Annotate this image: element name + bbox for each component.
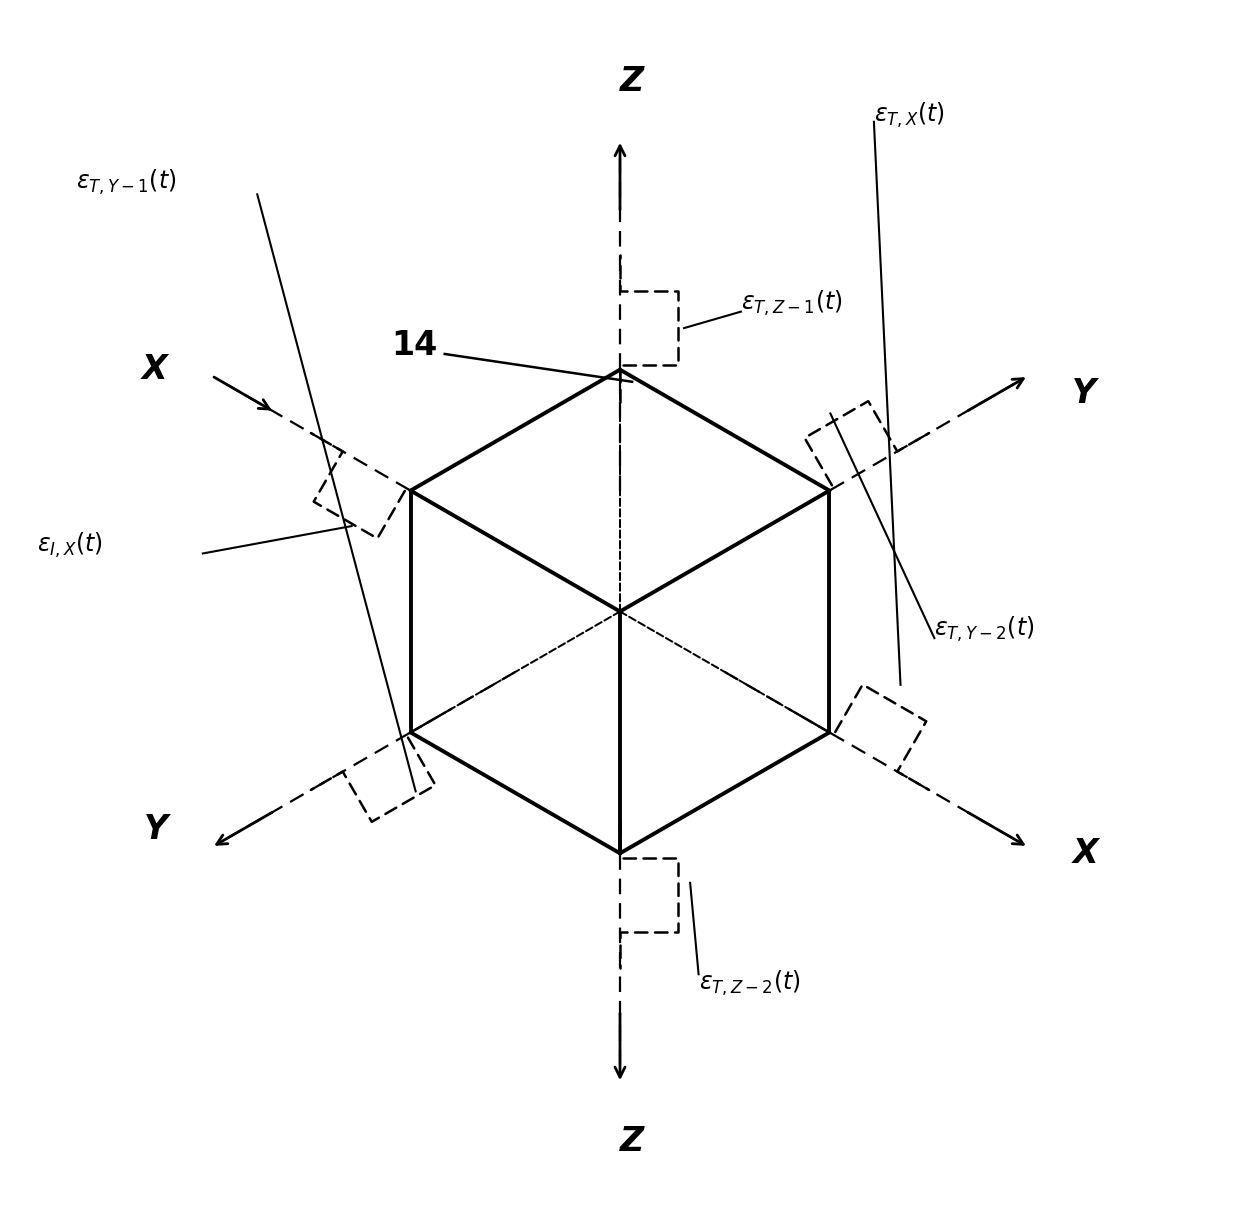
Text: Y: Y bbox=[144, 812, 167, 845]
Text: Y: Y bbox=[1073, 378, 1096, 411]
Text: $\varepsilon_{T,Z-2}(t)$: $\varepsilon_{T,Z-2}(t)$ bbox=[698, 970, 800, 998]
Text: $\varepsilon_{T,Y-2}(t)$: $\varepsilon_{T,Y-2}(t)$ bbox=[935, 615, 1035, 645]
Text: $\varepsilon_{T,Y-1}(t)$: $\varepsilon_{T,Y-1}(t)$ bbox=[76, 168, 176, 197]
Text: Z: Z bbox=[620, 1125, 645, 1158]
Text: $\varepsilon_{I,X}(t)$: $\varepsilon_{I,X}(t)$ bbox=[37, 531, 103, 560]
Text: X: X bbox=[141, 353, 167, 386]
Text: Z: Z bbox=[620, 65, 645, 98]
Text: 14: 14 bbox=[392, 329, 438, 362]
Text: X: X bbox=[1073, 837, 1099, 870]
Text: $\varepsilon_{T,X}(t)$: $\varepsilon_{T,X}(t)$ bbox=[874, 102, 945, 131]
Text: $\varepsilon_{T,Z-1}(t)$: $\varepsilon_{T,Z-1}(t)$ bbox=[742, 289, 843, 318]
